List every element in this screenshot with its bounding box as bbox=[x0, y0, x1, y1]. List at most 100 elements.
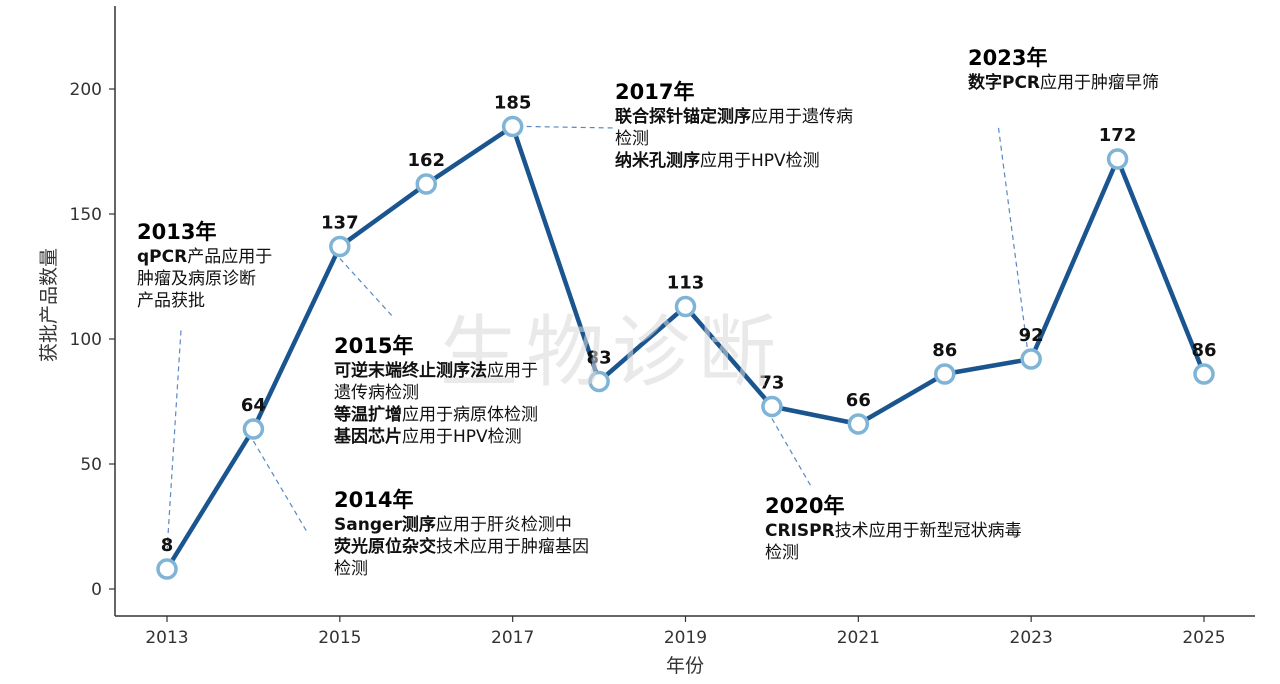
data-labels: 8 64 137 162 185 83 113 73 66 86 92 172 86 bbox=[161, 93, 1217, 557]
annotation-technology: 等温扩增 bbox=[334, 405, 402, 425]
annotation-year: 2020年 bbox=[765, 494, 845, 518]
x-tick-label: 2025 bbox=[1182, 628, 1225, 648]
annotation-line: 基因芯片应用于HPV检测 bbox=[334, 426, 538, 448]
annotation-line: Sanger测序应用于肝炎检测中 bbox=[334, 514, 589, 536]
leader-line bbox=[166, 329, 182, 552]
annotation-line: 数字PCR应用于肿瘤早筛 bbox=[968, 72, 1159, 94]
annotation-technology: 数字PCR bbox=[968, 73, 1041, 93]
data-point bbox=[674, 295, 697, 318]
annotation-technology: Sanger测序 bbox=[334, 515, 436, 535]
annotation-year: 2014年 bbox=[334, 488, 414, 512]
annotation-text: 技术应用于肿瘤基因 bbox=[436, 537, 589, 557]
y-tick-label: 200 bbox=[70, 80, 102, 100]
annotation-2017: 2017年 联合探针锚定测序应用于遗传病 检测 纳米孔测序应用于HPV检测 bbox=[615, 78, 853, 172]
annotation-text: 应用于 bbox=[487, 361, 538, 381]
annotation-technology: 基因芯片 bbox=[334, 427, 402, 447]
data-point bbox=[761, 395, 783, 418]
data-point bbox=[847, 413, 870, 435]
annotation-text: 应用于HPV检测 bbox=[700, 151, 820, 171]
leader-line bbox=[252, 440, 308, 533]
leader-line bbox=[526, 125, 616, 129]
data-label: 172 bbox=[1099, 125, 1137, 146]
annotation-line: 遗传病检测 bbox=[334, 382, 538, 404]
annotation-line: 等温扩增应用于病原体检测 bbox=[334, 404, 538, 426]
annotation-line: 检测 bbox=[765, 542, 1022, 564]
annotation-year: 2023年 bbox=[968, 46, 1048, 70]
annotation-line: 可逆末端终止测序法应用于 bbox=[334, 360, 538, 382]
annotation-line: CRISPR技术应用于新型冠状病毒 bbox=[765, 520, 1022, 542]
data-label: 92 bbox=[1019, 325, 1044, 346]
data-label: 137 bbox=[321, 213, 359, 234]
data-point bbox=[242, 418, 265, 440]
axes: 0 50 100 150 200 2013 2015 2017 2019 2021 2023 2025… bbox=[38, 6, 1255, 677]
data-point bbox=[329, 235, 351, 258]
annotation-text: 应用于肝炎检测中 bbox=[435, 515, 572, 535]
x-tick-label: 2013 bbox=[145, 628, 188, 648]
data-point bbox=[1020, 348, 1042, 370]
y-tick-label: 100 bbox=[70, 330, 102, 350]
annotation-text: 应用于病原体检测 bbox=[402, 405, 538, 425]
annotation-2013: 2013年 qPCR产品应用于 肿瘤及病原诊断 产品获批 bbox=[137, 218, 272, 312]
annotation-line: 联合探针锚定测序应用于遗传病 bbox=[615, 106, 853, 128]
y-axis-title: 获批产品数量 bbox=[38, 248, 60, 362]
data-label: 73 bbox=[759, 373, 784, 394]
annotation-line: 纳米孔测序应用于HPV检测 bbox=[615, 150, 853, 172]
annotation-line: 产品获批 bbox=[137, 290, 272, 312]
annotation-text: 产品获批 bbox=[137, 291, 205, 311]
annotation-year: 2013年 bbox=[137, 220, 217, 244]
annotation-year: 2015年 bbox=[334, 334, 414, 358]
y-tick-label: 0 bbox=[91, 580, 102, 600]
x-tick-label: 2015 bbox=[318, 628, 361, 648]
annotation-technology: 联合探针锚定测序 bbox=[615, 107, 751, 127]
annotation-text: 检测 bbox=[615, 129, 649, 149]
data-point bbox=[588, 370, 610, 393]
data-label: 83 bbox=[587, 348, 612, 369]
annotation-line: 检测 bbox=[615, 128, 853, 150]
x-axis-title: 年份 bbox=[666, 655, 704, 677]
annotation-text: 产品应用于 bbox=[187, 247, 273, 267]
watermark: 生物诊断 bbox=[440, 308, 785, 398]
data-point bbox=[156, 558, 178, 580]
annotation-technology: qPCR bbox=[137, 247, 188, 267]
y-tick-label: 150 bbox=[70, 205, 102, 225]
annotation-2014: 2014年 Sanger测序应用于肝炎检测中 荧光原位杂交技术应用于肿瘤基因 检测 bbox=[334, 486, 589, 580]
leader-line bbox=[339, 258, 395, 319]
data-point bbox=[1106, 148, 1129, 170]
leader-line bbox=[771, 418, 813, 489]
annotation-2020: 2020年 CRISPR技术应用于新型冠状病毒 检测 bbox=[765, 492, 1022, 564]
annotation-line: 检测 bbox=[334, 558, 589, 580]
data-label: 86 bbox=[932, 340, 957, 361]
annotation-technology: CRISPR bbox=[765, 521, 835, 541]
annotation-line: 肿瘤及病原诊断 bbox=[137, 268, 272, 290]
x-tick-label: 2021 bbox=[837, 628, 880, 648]
annotation-technology: 可逆末端终止测序法 bbox=[334, 361, 487, 381]
annotation-text: 肿瘤及病原诊断 bbox=[137, 269, 256, 289]
data-label: 162 bbox=[407, 150, 445, 171]
annotation-leaders bbox=[166, 123, 1028, 552]
annotation-text: 检测 bbox=[334, 559, 368, 579]
annotation-2015: 2015年 可逆末端终止测序法应用于 遗传病检测 等温扩增应用于病原体检测 基因芯片应用… bbox=[334, 332, 538, 448]
annotation-year: 2017年 bbox=[615, 80, 695, 104]
data-point bbox=[415, 173, 437, 195]
annotation-text: 应用于遗传病 bbox=[751, 107, 853, 127]
annotation-2023: 2023年 数字PCR应用于肿瘤早筛 bbox=[968, 44, 1159, 94]
annotation-text: 遗传病检测 bbox=[334, 383, 419, 403]
x-tick-label: 2019 bbox=[664, 628, 707, 648]
data-label: 66 bbox=[846, 390, 871, 411]
data-point bbox=[1193, 363, 1215, 385]
x-tick-label: 2017 bbox=[491, 628, 534, 648]
data-label: 113 bbox=[667, 273, 705, 294]
leader-line bbox=[997, 123, 1028, 348]
data-point bbox=[501, 115, 524, 138]
annotation-text: 检测 bbox=[765, 543, 799, 563]
y-tick-label: 50 bbox=[80, 455, 102, 475]
annotation-technology: 荧光原位杂交 bbox=[334, 537, 436, 557]
data-label: 8 bbox=[161, 535, 174, 556]
data-label: 86 bbox=[1191, 340, 1216, 361]
data-point bbox=[934, 363, 956, 385]
data-label: 185 bbox=[494, 93, 532, 114]
x-tick-label: 2023 bbox=[1010, 628, 1053, 648]
annotation-line: qPCR产品应用于 bbox=[137, 246, 272, 268]
annotation-text: 应用于HPV检测 bbox=[402, 427, 522, 447]
